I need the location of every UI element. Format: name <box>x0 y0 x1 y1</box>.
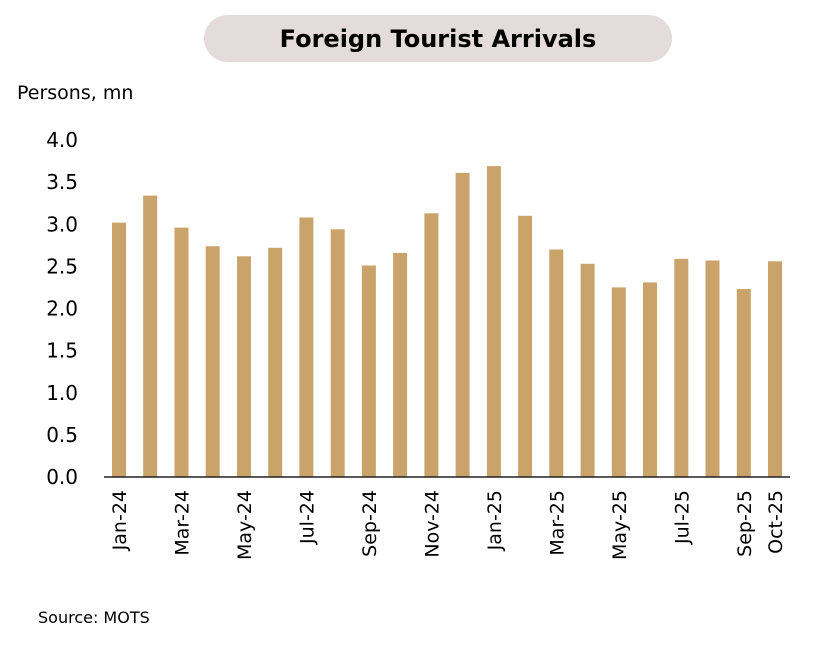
y-tick-label: 2.5 <box>46 254 78 278</box>
y-tick-label: 4.0 <box>46 128 78 152</box>
bar <box>486 166 501 477</box>
bar <box>736 289 751 477</box>
bar <box>455 172 470 477</box>
bar <box>174 227 189 477</box>
bar <box>768 261 782 477</box>
bar <box>611 287 626 477</box>
bar <box>549 249 564 477</box>
bar <box>205 246 220 477</box>
bar <box>299 217 314 477</box>
bar <box>143 195 158 477</box>
x-tick-label: Nov-24 <box>421 490 443 558</box>
y-tick-label: 3.5 <box>46 170 78 194</box>
y-tick-label: 3.0 <box>46 212 78 236</box>
y-tick-label: 1.0 <box>46 381 78 405</box>
x-tick-label: Mar-24 <box>171 490 193 556</box>
x-tick-label: Jul-24 <box>296 490 318 545</box>
bar <box>112 222 126 477</box>
x-tick-label: Jan-24 <box>109 490 131 551</box>
bar <box>705 260 720 477</box>
y-tick-label: 0.0 <box>46 465 78 489</box>
y-tick-label: 2.0 <box>46 297 78 321</box>
x-tick-label: May-24 <box>234 490 256 560</box>
bar <box>330 229 345 477</box>
chart-title-pill: Foreign Tourist Arrivals <box>204 15 672 62</box>
x-tick-label: Jul-25 <box>671 490 693 545</box>
x-tick-label: Sep-24 <box>359 490 381 557</box>
bar <box>643 282 657 477</box>
y-axis-unit-label: Persons, mn <box>17 82 134 104</box>
source-note: Source: MOTS <box>38 608 150 627</box>
x-tick-label: Sep-25 <box>734 490 756 557</box>
y-tick-label: 0.5 <box>46 423 78 447</box>
bar <box>361 265 376 477</box>
bar <box>237 256 251 477</box>
x-tick-label: Oct-25 <box>765 490 787 554</box>
bar <box>518 215 533 478</box>
bar <box>424 213 439 478</box>
x-tick-label: May-25 <box>609 490 631 560</box>
bar <box>393 252 408 477</box>
x-tick-label: Mar-25 <box>546 490 568 556</box>
bar <box>674 258 689 477</box>
y-tick-label: 1.5 <box>46 339 78 363</box>
chart-title: Foreign Tourist Arrivals <box>279 24 597 53</box>
bar <box>268 247 283 477</box>
x-tick-label: Jan-25 <box>484 490 506 551</box>
bar <box>580 263 595 477</box>
